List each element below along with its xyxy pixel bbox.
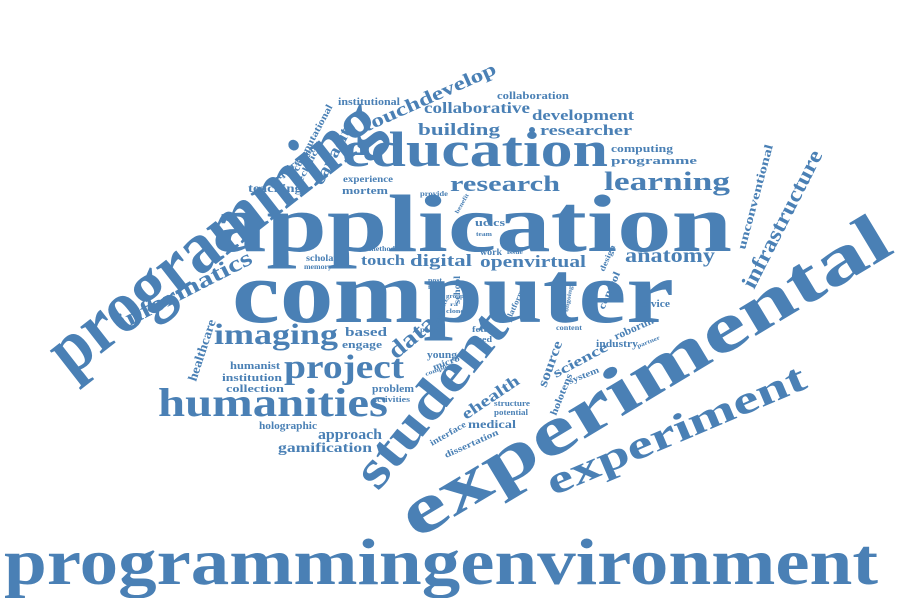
- word-potential: potential: [494, 408, 529, 417]
- word-research: research: [450, 171, 560, 196]
- word-touch: touch: [361, 253, 406, 269]
- word-ongoing: ongoing: [564, 286, 574, 313]
- word-activities: activities: [372, 395, 410, 404]
- word-humanist: humanist: [230, 361, 281, 372]
- word-problem: problem: [372, 384, 415, 395]
- word-post: post: [428, 278, 442, 284]
- word-digital: digital: [410, 251, 472, 270]
- word-experience: experience: [343, 174, 393, 184]
- word-imaging: imaging: [214, 318, 338, 351]
- word-building: building: [418, 120, 501, 139]
- word-education: education: [342, 121, 608, 177]
- word-institutional: institutional: [338, 97, 400, 108]
- word-gamification: gamification: [278, 441, 372, 456]
- word-based: based: [345, 324, 388, 339]
- word-group: group: [446, 294, 465, 300]
- word-project: project: [284, 349, 405, 386]
- word-issue: issue: [507, 250, 523, 256]
- word-computer: computer: [232, 245, 674, 342]
- word-school: school: [452, 275, 462, 304]
- word-flow: flow: [428, 285, 443, 291]
- word-holographic: holographic: [259, 421, 318, 432]
- word-memory: memory: [304, 263, 333, 271]
- word-fetal: fetal: [472, 325, 493, 334]
- word-work: work: [480, 247, 502, 257]
- word-provide: provide: [420, 190, 448, 198]
- word-openvirtual: openvirtual: [480, 252, 586, 271]
- word-application: application: [212, 178, 732, 269]
- word-team: team: [476, 232, 492, 238]
- bullet-dot: [529, 127, 535, 133]
- word-development: development: [532, 108, 634, 124]
- word-engage: engage: [342, 339, 382, 351]
- word-approach: approach: [318, 427, 383, 443]
- word-structure: structure: [494, 399, 531, 408]
- word-humanities: humanities: [158, 380, 388, 425]
- word-young: young: [427, 350, 457, 361]
- word-content: content: [556, 324, 583, 332]
- word-collaboration: collaboration: [497, 90, 569, 102]
- word-mortem: mortem: [342, 186, 389, 197]
- word-uclcs: uclcs: [475, 217, 506, 229]
- word-programmingenvironment: programmingenvironment: [4, 526, 878, 598]
- word-peach: peach: [420, 326, 442, 334]
- word-collaborative: collaborative: [424, 100, 530, 117]
- word-scholar: scholar: [306, 253, 338, 263]
- word-learning: learning: [604, 167, 730, 196]
- word-method: method: [369, 245, 395, 253]
- word-need: need: [472, 335, 493, 344]
- word-collection: collection: [226, 384, 285, 395]
- word-medical: medical: [468, 417, 517, 431]
- word-teaching: teaching: [248, 181, 302, 195]
- word-industry: industry: [596, 339, 638, 350]
- word-clone: clone: [446, 309, 464, 315]
- word-ra: ra: [450, 303, 459, 308]
- word-institution: institution: [222, 372, 282, 384]
- word-anatomy: anatomy: [625, 245, 715, 267]
- word-service: service: [636, 298, 670, 310]
- word-researcher: researcher: [540, 123, 632, 139]
- word-computing: computing: [611, 143, 674, 155]
- word-programme: programme: [611, 155, 697, 167]
